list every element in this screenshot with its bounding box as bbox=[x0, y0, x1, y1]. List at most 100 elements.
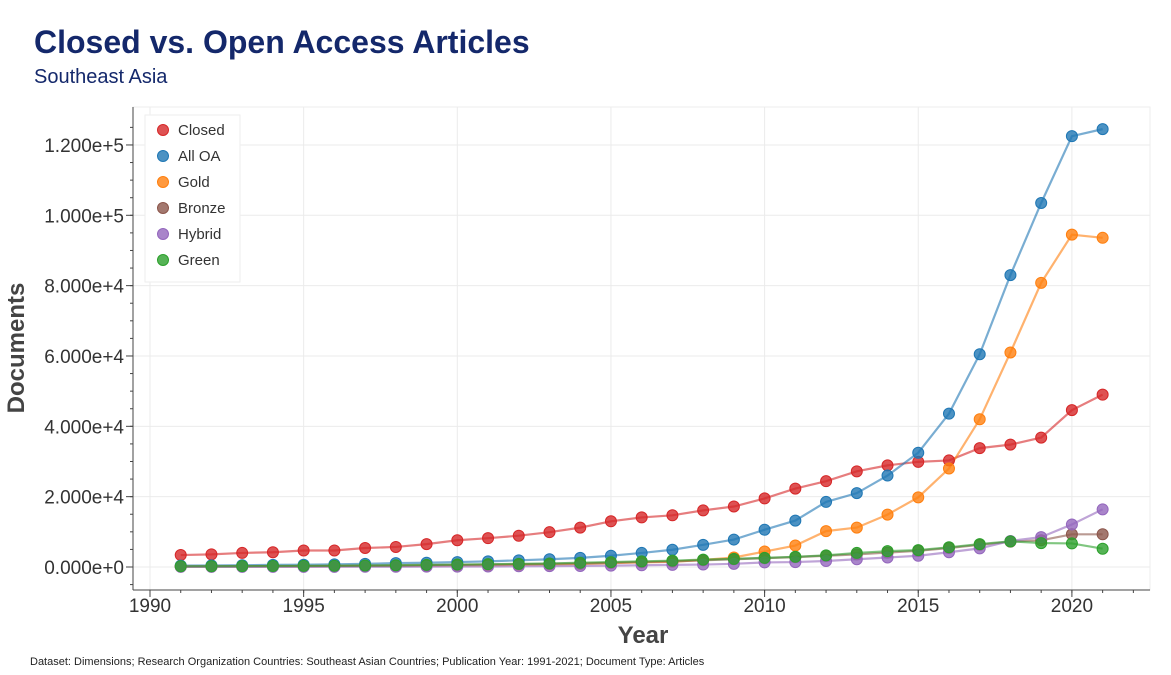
point-green bbox=[266, 560, 279, 573]
page-subtitle: Southeast Asia bbox=[34, 66, 168, 88]
point-green bbox=[1004, 535, 1017, 548]
point-closed bbox=[697, 504, 710, 517]
point-closed bbox=[359, 542, 372, 555]
point-gold bbox=[973, 413, 986, 426]
point-green bbox=[942, 541, 955, 554]
point-green bbox=[912, 544, 925, 557]
y-tick-label: 0.000e+0 bbox=[44, 558, 124, 579]
point-closed bbox=[205, 548, 218, 561]
point-all-oa bbox=[789, 514, 802, 527]
legend-label-bronze: Bronze bbox=[178, 200, 226, 217]
y-axis-label: Documents bbox=[3, 283, 30, 414]
point-bronze bbox=[1096, 528, 1109, 541]
point-closed bbox=[482, 532, 495, 545]
point-green bbox=[512, 557, 525, 570]
point-all-oa bbox=[727, 533, 740, 546]
point-closed bbox=[973, 442, 986, 455]
point-closed bbox=[236, 546, 249, 559]
point-green bbox=[543, 557, 556, 570]
point-green bbox=[1065, 537, 1078, 550]
point-hybrid bbox=[1065, 518, 1078, 531]
point-all-oa bbox=[973, 348, 986, 361]
point-all-oa bbox=[1004, 269, 1017, 282]
x-tick-label: 2005 bbox=[590, 596, 632, 617]
point-closed bbox=[174, 549, 187, 562]
point-green bbox=[328, 559, 341, 572]
point-closed bbox=[789, 482, 802, 495]
point-closed bbox=[389, 540, 402, 553]
grid bbox=[132, 106, 1151, 591]
point-green bbox=[236, 560, 249, 573]
point-closed bbox=[635, 511, 648, 524]
legend-label-closed: Closed bbox=[178, 122, 225, 139]
point-all-oa bbox=[942, 407, 955, 420]
legend-label-gold: Gold bbox=[178, 174, 210, 191]
x-tick-label: 2015 bbox=[897, 596, 939, 617]
legend-marker-green bbox=[157, 254, 169, 266]
x-tick-label: 2020 bbox=[1051, 596, 1093, 617]
point-closed bbox=[604, 515, 617, 528]
point-all-oa bbox=[881, 469, 894, 482]
point-all-oa bbox=[820, 495, 833, 508]
legend-marker-closed bbox=[157, 124, 169, 136]
point-all-oa bbox=[850, 487, 863, 500]
point-green bbox=[820, 549, 833, 562]
point-green bbox=[973, 538, 986, 551]
point-all-oa bbox=[758, 523, 771, 536]
y-tick-label: 1.000e+5 bbox=[44, 206, 124, 227]
legend-label-hybrid: Hybrid bbox=[178, 226, 221, 243]
series-points bbox=[174, 123, 1109, 573]
point-green bbox=[666, 554, 679, 567]
x-tick-label: 2000 bbox=[436, 596, 478, 617]
y-tick-label: 8.000e+4 bbox=[44, 277, 124, 298]
point-closed bbox=[574, 521, 587, 534]
point-closed bbox=[451, 534, 464, 547]
legend: Closed All OA Gold Bronze Hybrid Green bbox=[144, 114, 241, 283]
point-closed bbox=[266, 546, 279, 559]
point-gold bbox=[881, 508, 894, 521]
point-closed bbox=[543, 526, 556, 539]
legend-box bbox=[144, 114, 241, 283]
x-axis-label: Year bbox=[618, 622, 669, 649]
point-gold bbox=[912, 491, 925, 504]
point-all-oa bbox=[1096, 123, 1109, 136]
point-green bbox=[482, 558, 495, 571]
point-green bbox=[1035, 537, 1048, 550]
x-tick-label: 2010 bbox=[743, 596, 785, 617]
point-green bbox=[174, 560, 187, 573]
point-green bbox=[604, 556, 617, 569]
legend-label-green: Green bbox=[178, 252, 220, 269]
footer-note: Dataset: Dimensions; Research Organizati… bbox=[30, 656, 705, 668]
y-tick-label: 2.000e+4 bbox=[44, 488, 124, 509]
point-all-oa bbox=[1065, 130, 1078, 143]
point-closed bbox=[758, 492, 771, 505]
x-tick-label: 1990 bbox=[129, 596, 171, 617]
point-gold bbox=[789, 539, 802, 552]
point-green bbox=[727, 552, 740, 565]
point-green bbox=[697, 553, 710, 566]
point-green bbox=[205, 560, 218, 573]
point-all-oa bbox=[1035, 196, 1048, 209]
legend-label-all-oa: All OA bbox=[178, 148, 221, 165]
point-green bbox=[451, 558, 464, 571]
point-all-oa bbox=[697, 538, 710, 551]
point-green bbox=[359, 559, 372, 572]
point-green bbox=[758, 551, 771, 564]
point-green bbox=[420, 558, 433, 571]
legend-marker-all-oa bbox=[157, 150, 169, 162]
point-hybrid bbox=[1096, 503, 1109, 516]
legend-marker-hybrid bbox=[157, 228, 169, 240]
point-closed bbox=[727, 500, 740, 513]
y-tick-label: 6.000e+4 bbox=[44, 347, 124, 368]
point-all-oa bbox=[912, 446, 925, 459]
x-tick-label: 1995 bbox=[283, 596, 325, 617]
point-green bbox=[881, 545, 894, 558]
y-tick-label: 1.200e+5 bbox=[44, 136, 124, 157]
point-closed bbox=[1096, 388, 1109, 401]
point-closed bbox=[1065, 404, 1078, 417]
point-closed bbox=[328, 544, 341, 557]
point-closed bbox=[297, 544, 310, 557]
point-gold bbox=[820, 525, 833, 538]
y-tick-label: 4.000e+4 bbox=[44, 417, 124, 438]
